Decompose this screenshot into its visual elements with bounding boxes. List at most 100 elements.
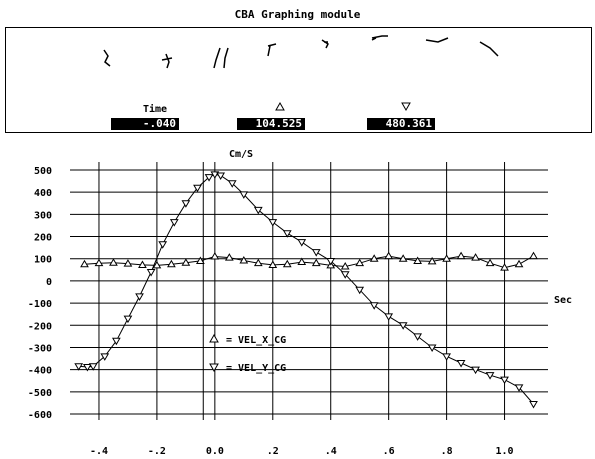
data-point xyxy=(442,353,451,361)
data-point xyxy=(514,259,524,268)
stick-figure-icon xyxy=(425,37,449,43)
data-point xyxy=(369,302,379,310)
data-point xyxy=(111,337,121,346)
data-point xyxy=(340,271,350,279)
y-tick-label: -200 xyxy=(28,321,52,332)
data-point xyxy=(109,258,118,266)
data-point xyxy=(193,184,202,193)
data-point xyxy=(456,251,466,260)
animation-panel: Time -.040 104.525 480.361 xyxy=(5,27,592,133)
stick-figure-strip xyxy=(103,35,499,69)
x-tick-label: -.2 xyxy=(148,446,166,457)
y-tick-label: 100 xyxy=(34,255,52,266)
data-point xyxy=(485,372,495,380)
data-point xyxy=(169,219,179,227)
data-point xyxy=(83,363,92,372)
legend-marker xyxy=(209,363,219,373)
window-title: CBA Graphing module xyxy=(234,8,361,21)
data-point xyxy=(268,260,278,268)
data-point xyxy=(239,256,249,264)
data-point xyxy=(282,230,292,238)
stick-figure-icon xyxy=(321,39,329,49)
x-tick-label: .4 xyxy=(325,446,337,457)
data-point xyxy=(326,257,336,266)
data-point xyxy=(297,257,307,266)
legend-label: = VEL_Y_CG xyxy=(226,363,286,374)
y-tick-label: 500 xyxy=(34,166,52,177)
x-tick-label: -.4 xyxy=(90,446,108,457)
series-line-vel_x_cg xyxy=(84,255,534,269)
data-point xyxy=(123,315,133,324)
data-point xyxy=(456,359,466,368)
data-point xyxy=(529,401,538,409)
stick-figure-icon xyxy=(371,35,388,41)
data-point xyxy=(500,263,509,271)
x-tick-label: 0.0 xyxy=(206,446,224,457)
data-point xyxy=(135,293,144,301)
data-point xyxy=(253,206,263,215)
y-tick-label: 0 xyxy=(46,277,52,288)
data-point xyxy=(442,254,451,262)
y-tick-label: -400 xyxy=(28,366,52,377)
data-point xyxy=(427,256,437,265)
data-point xyxy=(146,269,156,277)
data-point xyxy=(384,251,394,260)
data-point xyxy=(413,333,423,341)
data-point xyxy=(204,174,214,182)
x-tick-label: .8 xyxy=(441,446,453,457)
x-tick-label: .2 xyxy=(267,446,279,457)
data-point xyxy=(471,366,480,375)
data-point xyxy=(413,256,423,264)
legend-marker xyxy=(209,333,219,343)
data-point xyxy=(181,258,191,266)
series1-readout: 104.525 xyxy=(237,118,305,130)
data-point xyxy=(224,253,234,261)
data-point xyxy=(210,252,220,260)
data-point xyxy=(138,260,147,268)
data-point xyxy=(355,286,365,295)
data-point xyxy=(123,259,133,267)
data-point xyxy=(210,171,220,179)
data-point xyxy=(514,384,524,392)
data-point xyxy=(311,258,321,267)
y-tick-label: 400 xyxy=(34,188,52,199)
data-point xyxy=(471,253,480,261)
data-point xyxy=(369,254,379,262)
data-point xyxy=(311,249,321,257)
data-point xyxy=(152,260,162,269)
y-tick-label: 200 xyxy=(34,233,52,244)
data-point xyxy=(167,259,176,268)
data-point xyxy=(398,322,408,330)
data-point xyxy=(297,239,307,247)
data-point xyxy=(427,344,437,352)
data-point xyxy=(181,200,191,208)
stick-figure-icon xyxy=(213,47,229,69)
x-tick-label: .6 xyxy=(383,446,395,457)
data-point xyxy=(500,376,509,385)
series2-readout: 480.361 xyxy=(367,118,435,130)
x-axis-label: Sec xyxy=(554,295,572,306)
y-tick-label: -300 xyxy=(28,343,52,354)
y-axis-label: Cm/S xyxy=(229,149,253,160)
data-point xyxy=(195,256,205,264)
data-point xyxy=(282,259,292,268)
triangle-down-icon xyxy=(371,102,441,117)
data-point xyxy=(216,172,226,181)
data-point xyxy=(268,219,278,227)
stick-figure-icon xyxy=(267,43,277,57)
data-point xyxy=(253,258,263,267)
y-tick-label: -100 xyxy=(28,299,52,310)
data-point xyxy=(88,363,98,371)
y-tick-label: -600 xyxy=(28,410,52,421)
triangle-up-icon xyxy=(245,101,315,117)
data-point xyxy=(74,363,84,371)
data-point xyxy=(529,251,538,260)
data-point xyxy=(158,241,168,249)
stick-figure-icon xyxy=(479,41,499,57)
stick-figure-icon xyxy=(103,49,111,67)
data-point xyxy=(100,353,110,361)
data-point xyxy=(239,191,249,199)
data-point xyxy=(227,180,237,188)
data-point xyxy=(384,313,394,321)
